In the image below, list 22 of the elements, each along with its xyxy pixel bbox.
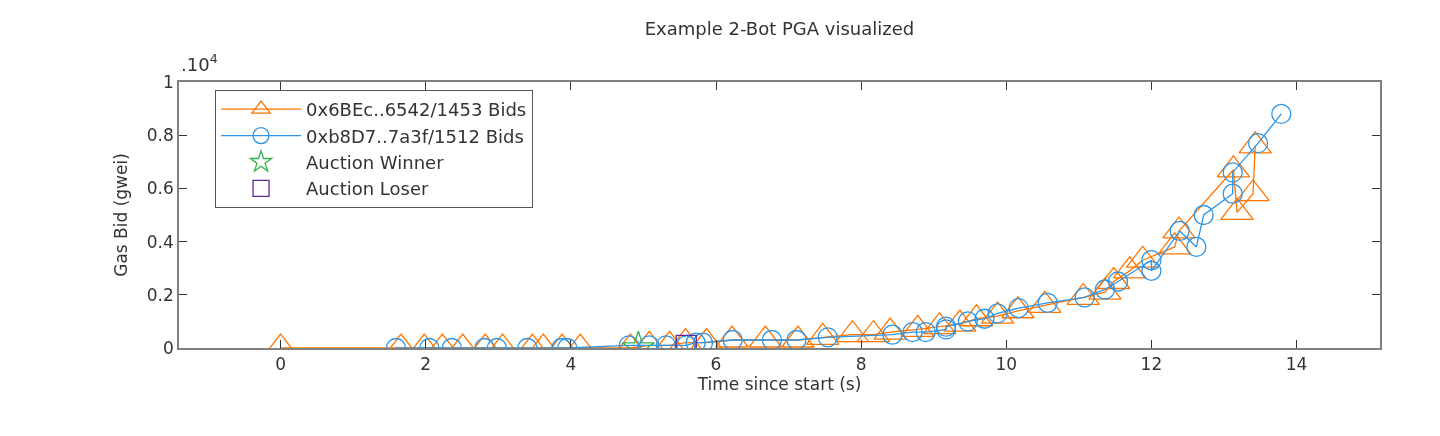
x-tick-label: 14 <box>1285 354 1308 375</box>
x-tick-label: 10 <box>995 354 1018 375</box>
chart-title: Example 2-Bot PGA visualized <box>644 17 915 39</box>
x-tick-label: 0 <box>275 354 287 375</box>
legend-label: Auction Winner <box>306 152 445 173</box>
y-axis-title: Gas Bid (gwei) <box>110 153 131 277</box>
x-tick-label: 4 <box>565 354 577 375</box>
x-axis-title: Time since start (s) <box>696 374 862 395</box>
y-tick-label: 0.2 <box>146 284 174 305</box>
text: .10$^{4}$ <box>181 51 218 75</box>
y-tick-label: 0.8 <box>146 125 174 146</box>
legend-label: 0x6BEc..6542/1453 Bids <box>306 99 527 121</box>
legend-label: Auction Loser <box>306 178 430 200</box>
x-tick-label: 2 <box>420 354 432 375</box>
x-tick-label: 12 <box>1140 354 1163 375</box>
y-tick-label: 0.4 <box>146 231 174 252</box>
x-tick-label: 8 <box>855 354 867 375</box>
x-tick-label: 6 <box>710 354 722 375</box>
y-tick-label: 0 <box>163 337 174 358</box>
legend-label: 0xb8D7..7a3f/1512 Bids <box>306 125 524 147</box>
y-tick-label: 1 <box>163 71 174 92</box>
y-tick-label: 0.6 <box>146 178 174 199</box>
